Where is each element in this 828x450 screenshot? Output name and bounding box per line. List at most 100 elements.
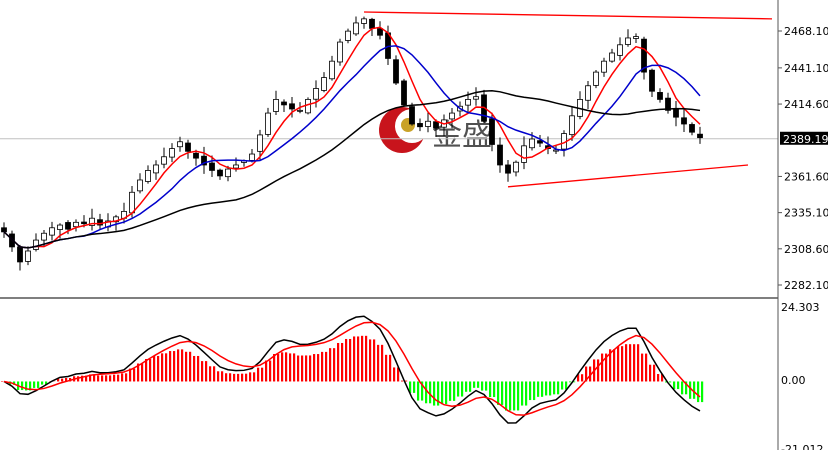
macd-histogram-bar (361, 335, 364, 382)
bull-candle (569, 115, 575, 136)
macd-histogram-bar (181, 349, 184, 382)
macd-histogram-bar (649, 364, 652, 382)
macd-histogram-bar (273, 354, 276, 382)
macd-histogram-bar (685, 381, 688, 395)
ma-5-line (3, 26, 701, 249)
macd-histogram-bar (165, 353, 168, 382)
macd-histogram-bar (505, 381, 508, 411)
macd-histogram-bar (109, 375, 112, 382)
macd-histogram-bar (405, 380, 408, 382)
macd-histogram-bar (101, 375, 104, 382)
macd-histogram-bar (645, 353, 648, 382)
macd-histogram-bar (129, 368, 132, 382)
trendline-1 (507, 164, 749, 188)
macd-histogram-bar (13, 381, 16, 385)
bull-candle (49, 227, 55, 236)
macd-histogram-bar (57, 378, 60, 382)
ma-30-line (3, 90, 701, 249)
bull-candle (425, 120, 431, 127)
bull-candle (177, 141, 183, 148)
bear-candle (97, 219, 103, 226)
macd-histogram-bar (621, 346, 624, 382)
macd-histogram-bar (317, 354, 320, 382)
macd-histogram-bar (105, 375, 108, 382)
macd-histogram-bar (433, 381, 436, 406)
macd-histogram-bar (497, 381, 500, 405)
macd-histogram-bar (365, 335, 368, 382)
macd-histogram-bar (417, 381, 420, 401)
current-price-label: 2389.19 (783, 133, 828, 146)
macd-histogram-bar (85, 375, 88, 382)
macd-histogram-bar (517, 381, 520, 411)
price-tick-label: 2335.10 (784, 207, 828, 220)
macd-histogram-bar (457, 381, 460, 397)
price-tick-label: 2361.60 (784, 170, 828, 183)
bear-candle (649, 69, 655, 92)
macd-histogram-bar (177, 349, 180, 382)
macd-histogram-bar (149, 358, 152, 382)
macd-histogram-bar (293, 353, 296, 382)
bull-candle (265, 112, 271, 135)
bull-candle (585, 85, 591, 101)
macd-histogram-bar (357, 336, 360, 382)
macd-histogram-bar (205, 361, 208, 382)
macd-histogram-bar (421, 381, 424, 401)
bear-candle (9, 233, 15, 248)
macd-histogram-bar (617, 346, 620, 382)
macd-histogram-bar (553, 381, 556, 395)
macd-histogram-bar (133, 368, 136, 382)
macd-signal-line (3, 321, 701, 416)
bull-candle (153, 164, 159, 174)
bear-candle (497, 144, 503, 166)
bear-candle (377, 28, 383, 36)
macd-histogram-bar (257, 367, 260, 382)
macd-histogram-bar (269, 360, 272, 382)
macd-histogram-bar (429, 381, 432, 404)
macd-histogram-bar (277, 354, 280, 382)
bull-candle (297, 109, 303, 112)
bear-candle (657, 92, 663, 100)
price-tick-label: 2468.10 (784, 25, 828, 38)
bull-candle (169, 148, 175, 158)
macd-histogram-bar (345, 338, 348, 382)
macd-histogram-bar (473, 381, 476, 388)
macd-histogram-bar (529, 381, 532, 401)
macd-histogram-bar (65, 377, 68, 382)
macd-histogram-bar (249, 372, 252, 382)
macd-histogram-bar (281, 352, 284, 382)
macd-line (3, 315, 701, 424)
macd-histogram-bar (313, 354, 316, 382)
bear-candle (489, 118, 495, 145)
macd-histogram-bar (669, 381, 672, 383)
macd-histogram-bar (125, 373, 128, 382)
macd-histogram-bar (265, 360, 268, 382)
macd-histogram-bar (93, 374, 96, 382)
macd-histogram-bar (1, 381, 4, 382)
current-price-badge (780, 131, 828, 145)
macd-histogram-bar (217, 371, 220, 382)
macd-histogram-bar (565, 381, 568, 390)
macd-histogram-bar (97, 375, 100, 382)
macd-histogram-bar (305, 355, 308, 382)
bear-candle (289, 103, 295, 110)
macd-histogram-bar (201, 361, 204, 382)
macd-histogram-bar (489, 381, 492, 398)
bull-candle (473, 96, 479, 100)
macd-histogram-bar (541, 381, 544, 397)
macd-histogram-bar (509, 381, 512, 411)
macd-histogram-bar (389, 354, 392, 382)
macd-histogram-bar (329, 348, 332, 382)
macd-histogram-bar (485, 381, 488, 391)
macd-histogram-bar (197, 355, 200, 382)
macd-histogram-bar (521, 381, 524, 406)
bull-candle (25, 250, 31, 262)
macd-histogram-bar (233, 373, 236, 382)
bear-candle (505, 164, 511, 174)
macd-histogram-bar (37, 381, 40, 388)
macd-histogram-bar (237, 373, 240, 382)
macd-histogram-bar (161, 353, 164, 382)
bull-candle (593, 71, 599, 86)
bear-candle (689, 124, 695, 133)
macd-histogram-bar (21, 381, 24, 391)
macd-histogram-bar (577, 374, 580, 382)
